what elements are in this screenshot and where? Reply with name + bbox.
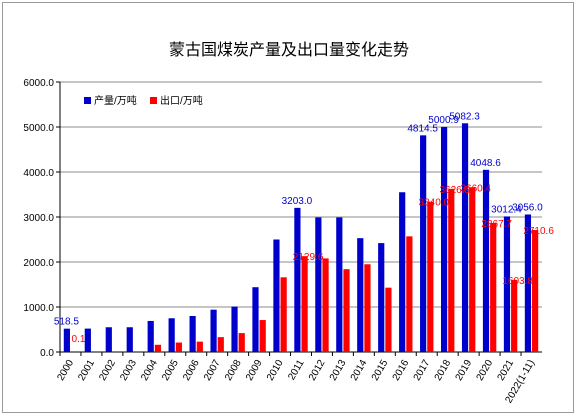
data-label: 3340.0 xyxy=(419,198,450,209)
bar-production xyxy=(357,238,364,352)
bar-production xyxy=(231,306,238,352)
bar-export xyxy=(322,258,329,352)
bar-production xyxy=(105,327,112,352)
chart-title: 蒙古国煤炭产量及出口量变化走势 xyxy=(168,40,409,59)
bar-production xyxy=(440,126,448,352)
x-tick-label: 2019 xyxy=(454,358,475,383)
bar-production xyxy=(461,123,469,352)
bar-export xyxy=(406,236,413,352)
x-tick-label: 2009 xyxy=(244,358,265,383)
legend-swatch xyxy=(84,97,91,104)
bar-production xyxy=(252,287,259,352)
bar-export xyxy=(490,222,497,352)
data-label: 3626.5 xyxy=(439,185,470,196)
y-tick-label: 1000.0 xyxy=(23,303,54,314)
x-tick-label: 2016 xyxy=(391,358,412,383)
bar-export xyxy=(364,264,371,352)
data-label: 0.1 xyxy=(72,334,86,345)
x-tick-label: 2010 xyxy=(265,358,286,383)
data-label: 518.5 xyxy=(54,317,79,328)
bar-production xyxy=(84,328,91,352)
y-tick-label: 0.0 xyxy=(40,348,54,359)
bar-production xyxy=(524,214,532,352)
x-tick-label: 2001 xyxy=(76,358,97,383)
data-label: 3012.4 xyxy=(491,204,522,215)
bar-production xyxy=(294,207,301,352)
bar-export xyxy=(427,201,434,352)
x-tick-label: 2007 xyxy=(202,358,223,383)
y-tick-label: 3000.0 xyxy=(23,213,54,224)
data-label: 1603.8 xyxy=(502,276,533,287)
bar-production xyxy=(503,216,511,352)
x-tick-label: 2012 xyxy=(307,358,328,383)
y-tick-label: 6000.0 xyxy=(23,78,54,89)
data-label: 3056.0 xyxy=(512,202,543,213)
bar-export xyxy=(259,320,266,352)
bar-export xyxy=(217,337,224,352)
bar-production xyxy=(336,217,343,352)
x-tick-label: 2008 xyxy=(223,358,244,383)
bar-production xyxy=(315,217,322,352)
x-tick-label: 2000 xyxy=(55,358,76,383)
bar-export xyxy=(280,277,287,352)
x-tick-label: 2004 xyxy=(139,358,160,383)
x-tick-label: 2013 xyxy=(328,358,349,383)
bar-export xyxy=(238,333,245,352)
bar-production xyxy=(63,328,70,352)
bar-production xyxy=(399,192,406,352)
legend-swatch xyxy=(150,97,157,104)
data-label: 5000.9 xyxy=(428,115,459,126)
data-label: 2129.6 xyxy=(293,252,324,263)
x-tick-label: 2017 xyxy=(412,358,433,383)
bar-export xyxy=(385,287,392,352)
x-tick-label: 2020 xyxy=(475,358,496,383)
x-tick-label: 2021 xyxy=(496,358,517,383)
bar-production xyxy=(378,243,385,352)
x-tick-label: 2003 xyxy=(118,358,139,383)
data-label: 5082.3 xyxy=(449,111,480,122)
y-tick-label: 2000.0 xyxy=(23,258,54,269)
bar-production xyxy=(126,327,133,352)
data-label: 3660.4 xyxy=(460,183,491,194)
legend-label: 出口/万吨 xyxy=(160,94,203,107)
bar-export xyxy=(532,230,539,352)
x-tick-label: 2015 xyxy=(370,358,391,383)
bar-export xyxy=(511,279,518,352)
x-tick-label: 2006 xyxy=(181,358,202,383)
bar-export xyxy=(154,344,162,352)
bar-production xyxy=(273,239,280,352)
bar-export xyxy=(469,187,476,352)
x-tick-label: 2002 xyxy=(97,358,118,383)
data-label: 4814.5 xyxy=(407,123,438,134)
data-label: 3203.0 xyxy=(282,196,313,207)
bar-production xyxy=(420,135,427,352)
bar-export xyxy=(196,341,203,352)
bar-export xyxy=(448,188,455,352)
y-tick-label: 5000.0 xyxy=(23,123,54,134)
chart-frame xyxy=(2,2,574,413)
data-label: 2867.7 xyxy=(481,219,512,230)
x-tick-label: 2011 xyxy=(286,358,306,383)
y-tick-label: 4000.0 xyxy=(23,168,54,179)
bar-production xyxy=(147,320,154,352)
bar-production xyxy=(189,316,196,352)
x-tick-label: 2005 xyxy=(160,358,181,383)
data-label: 2710.6 xyxy=(523,226,554,237)
bar-export xyxy=(301,256,308,352)
legend-label: 产量/万吨 xyxy=(94,94,137,107)
bar-production xyxy=(210,309,217,352)
bar-export xyxy=(343,269,350,352)
x-tick-label: 2014 xyxy=(349,358,370,383)
data-label: 4048.6 xyxy=(470,158,501,169)
x-tick-label: 2018 xyxy=(433,358,454,383)
bar-production xyxy=(168,318,175,352)
bar-export xyxy=(175,342,182,352)
bar-production xyxy=(482,169,490,352)
